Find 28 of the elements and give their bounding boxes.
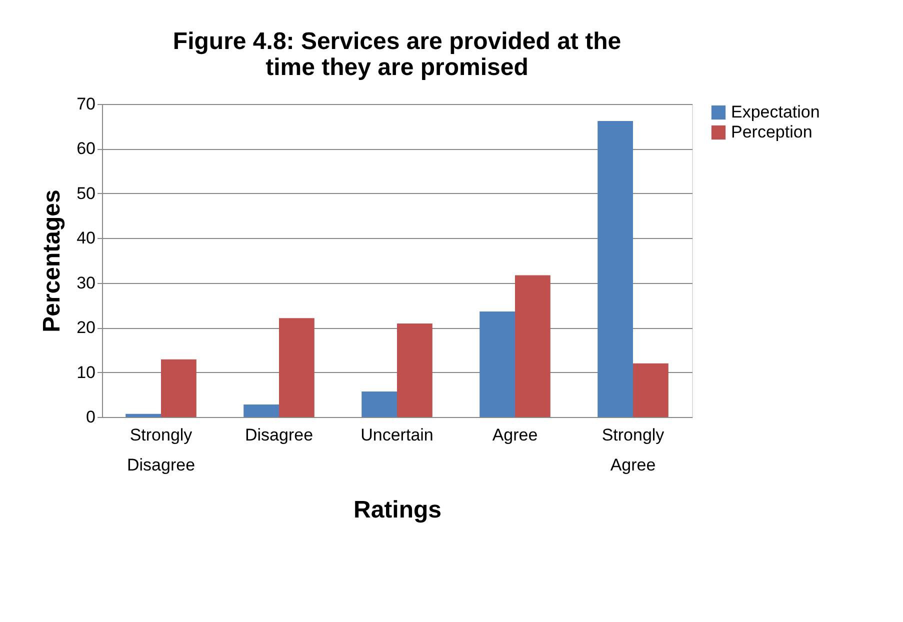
bar <box>397 324 432 417</box>
chart-title: Figure 4.8: Services are provided at the time they are promised <box>172 28 622 81</box>
x-tick-label: Disagree <box>244 426 314 444</box>
y-axis-title: Percentages <box>38 190 66 332</box>
y-tick-label: 20 <box>76 318 96 338</box>
bar <box>126 414 161 417</box>
bar <box>161 359 196 417</box>
bar <box>279 318 314 417</box>
y-tick-label: 50 <box>76 184 96 203</box>
bar <box>244 404 279 417</box>
x-tick-label: Strongly Agree <box>602 426 665 474</box>
y-tick-label: 0 <box>86 408 96 426</box>
x-tick-label: Uncertain <box>360 426 434 444</box>
x-tick-label: Strongly Disagree <box>126 426 196 474</box>
bar <box>598 120 633 417</box>
legend-label: Expectation <box>731 102 820 122</box>
bar <box>515 275 550 417</box>
bar <box>362 392 397 417</box>
y-tick-label: 30 <box>76 273 96 292</box>
x-axis-title: Ratings <box>353 496 442 524</box>
bar <box>633 363 668 417</box>
bar <box>480 311 515 417</box>
y-tick-label: 70 <box>76 94 96 114</box>
y-tick-label: 60 <box>76 139 96 158</box>
x-tick-label: Agree <box>492 426 538 444</box>
legend-label: Perception <box>731 122 812 142</box>
y-tick-label: 40 <box>76 228 96 248</box>
y-tick-label: 10 <box>76 362 96 382</box>
